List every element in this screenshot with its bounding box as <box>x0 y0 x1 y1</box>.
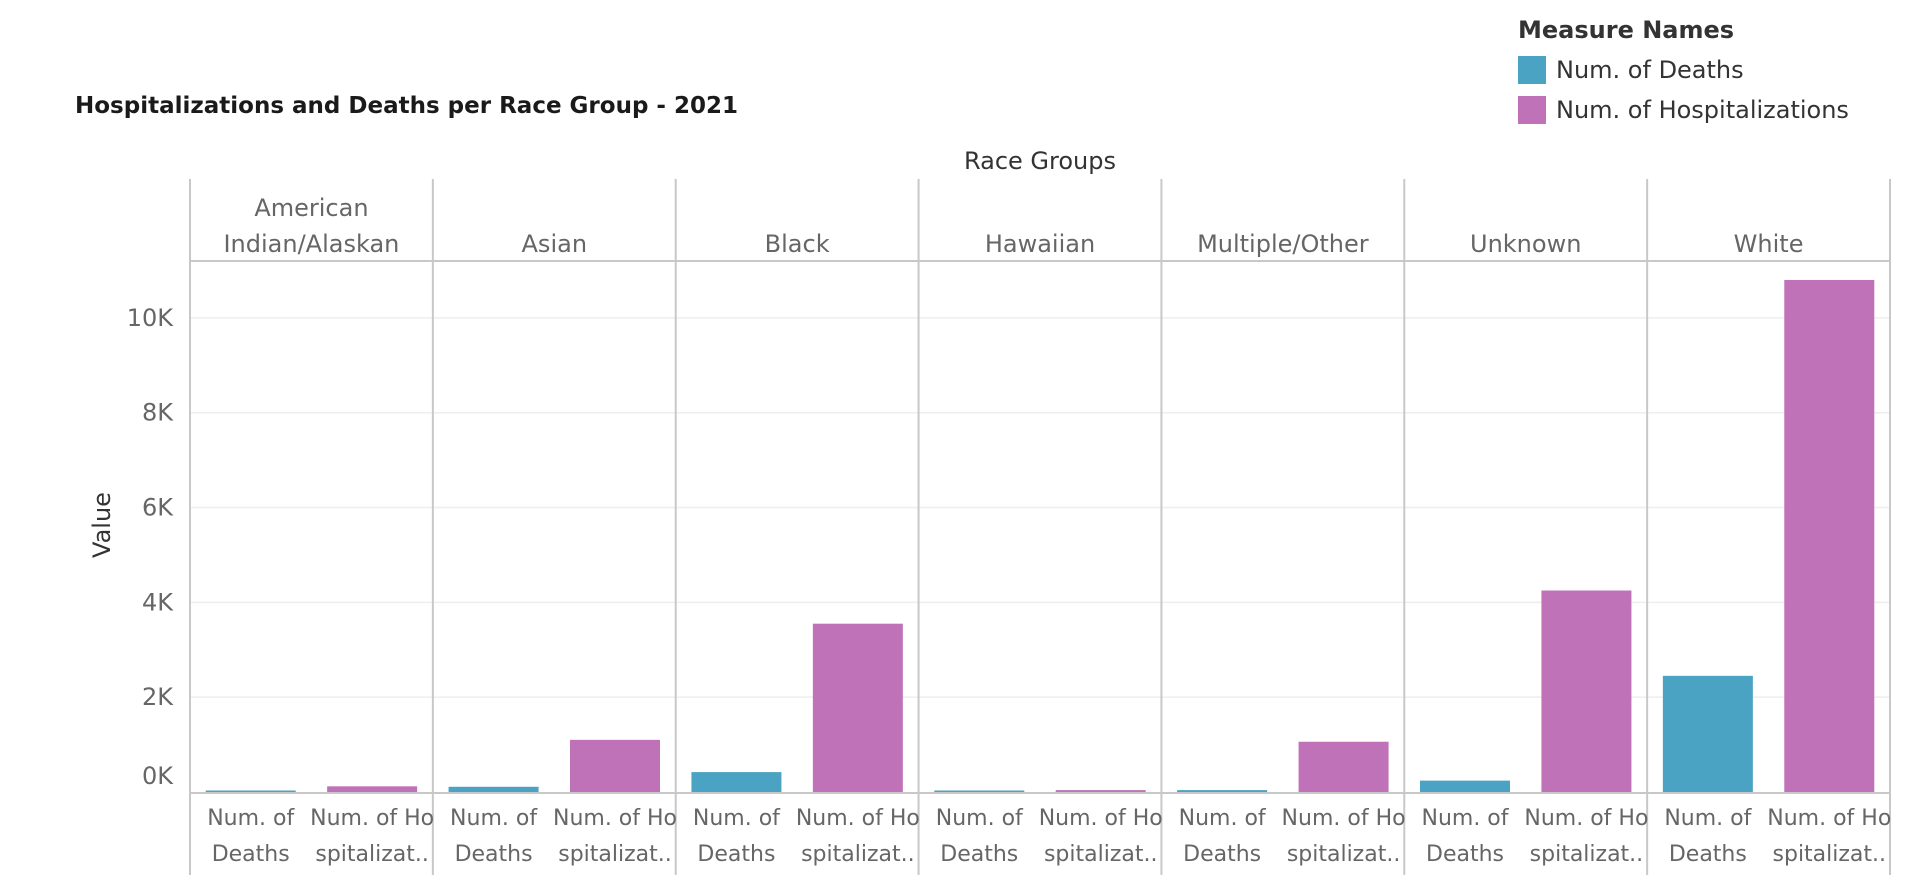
column-header: Hawaiian <box>985 230 1095 258</box>
bar <box>1784 279 1875 792</box>
column-header: Unknown <box>1470 230 1581 258</box>
bar <box>448 786 539 792</box>
x-category-label: spitalizat.. <box>801 842 915 867</box>
x-category-label: spitalizat.. <box>1287 842 1401 867</box>
column-header: Indian/Alaskan <box>223 230 399 258</box>
legend-title: Measure Names <box>1518 16 1734 44</box>
legend-item-label: Num. of Deaths <box>1556 56 1744 84</box>
column-header: Multiple/Other <box>1197 230 1369 258</box>
legend-item-label: Num. of Hospitalizations <box>1556 96 1849 124</box>
column-header: Black <box>765 230 830 258</box>
x-category-label: Num. of Ho <box>1767 806 1891 831</box>
bar <box>1055 790 1146 792</box>
column-header: Asian <box>522 230 588 258</box>
bar <box>1662 675 1753 792</box>
x-category-label: Num. of Ho <box>1039 806 1163 831</box>
x-category-label: Num. of <box>693 806 781 831</box>
gridlines <box>190 317 1890 698</box>
bar <box>812 623 903 792</box>
bar <box>1298 741 1389 792</box>
x-axis-categories: Num. of Deaths Num. of Ho spitalizat.. Num. … <box>207 806 1891 867</box>
bar <box>327 786 418 792</box>
x-category-label: Num. of Ho <box>553 806 677 831</box>
bars <box>205 279 1875 792</box>
x-category-label: Deaths <box>455 842 533 867</box>
chart-frame <box>189 179 1891 875</box>
x-category-label: Deaths <box>212 842 290 867</box>
bar <box>205 790 296 792</box>
x-category-label: Num. of <box>1179 806 1267 831</box>
bar <box>1541 590 1632 792</box>
x-category-label: Num. of <box>1421 806 1509 831</box>
y-tick-label: 8K <box>142 399 174 427</box>
y-tick-label: 0K <box>142 762 174 790</box>
x-category-label: Num. of Ho <box>310 806 434 831</box>
y-tick-label: 6K <box>142 494 174 522</box>
x-category-label: Deaths <box>1426 842 1504 867</box>
x-category-label: Deaths <box>1669 842 1747 867</box>
x-category-label: Num. of <box>1664 806 1752 831</box>
x-category-label: Num. of <box>936 806 1024 831</box>
legend: Num. of Deaths Num. of Hospitalizations <box>1518 56 1849 124</box>
x-category-label: spitalizat.. <box>558 842 672 867</box>
x-category-label: Num. of Ho <box>1524 806 1648 831</box>
y-tick-label: 4K <box>142 588 174 616</box>
x-category-label: Deaths <box>1183 842 1261 867</box>
y-axis-label: Value <box>88 492 116 558</box>
bar <box>1420 780 1510 792</box>
y-tick-label: 10K <box>127 304 175 332</box>
x-category-label: spitalizat.. <box>1044 842 1158 867</box>
x-category-label: spitalizat.. <box>315 842 429 867</box>
x-category-label: spitalizat.. <box>1530 842 1644 867</box>
bar <box>934 790 1025 792</box>
bar <box>1177 790 1268 792</box>
legend-swatch <box>1518 96 1546 124</box>
bar <box>691 772 782 792</box>
column-header: American <box>254 194 368 222</box>
y-tick-label: 2K <box>142 683 174 711</box>
x-category-label: Num. of Ho <box>1282 806 1406 831</box>
x-category-label: Num. of <box>450 806 538 831</box>
legend-swatch <box>1518 56 1546 84</box>
column-headers: American Indian/Alaskan Asian Black Hawaiian… <box>223 194 1803 258</box>
bar <box>570 739 660 792</box>
column-header: White <box>1734 230 1804 258</box>
x-category-label: Num. of Ho <box>796 806 920 831</box>
x-category-label: Deaths <box>697 842 775 867</box>
x-category-label: Deaths <box>940 842 1018 867</box>
y-axis-ticks: 0K 2K 4K 6K 8K 10K <box>127 304 175 790</box>
chart-title: Hospitalizations and Deaths per Race Gro… <box>75 93 738 119</box>
x-category-label: Num. of <box>207 806 295 831</box>
x-category-label: spitalizat.. <box>1773 842 1887 867</box>
column-header-title: Race Groups <box>964 147 1116 175</box>
